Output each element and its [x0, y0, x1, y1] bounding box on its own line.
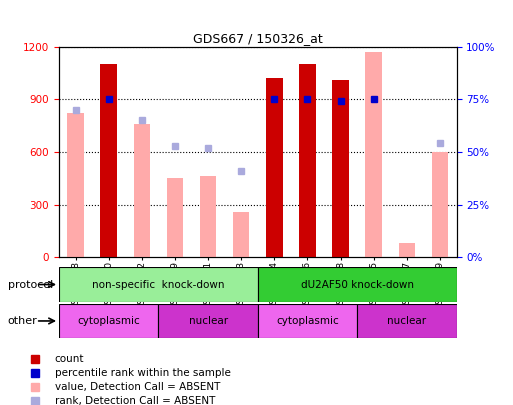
- Bar: [133, 124, 150, 257]
- Bar: [101, 64, 117, 257]
- Text: dU2AF50 knock-down: dU2AF50 knock-down: [301, 279, 413, 290]
- Text: count: count: [54, 354, 84, 364]
- Bar: [399, 243, 415, 257]
- Bar: [233, 211, 249, 257]
- Bar: [258, 304, 357, 338]
- Bar: [258, 267, 457, 302]
- Text: rank, Detection Call = ABSENT: rank, Detection Call = ABSENT: [54, 396, 215, 405]
- Text: nuclear: nuclear: [387, 316, 426, 326]
- Bar: [365, 52, 382, 257]
- Bar: [200, 177, 216, 257]
- Bar: [159, 304, 258, 338]
- Bar: [67, 113, 84, 257]
- Text: percentile rank within the sample: percentile rank within the sample: [54, 368, 230, 378]
- Text: cytoplasmic: cytoplasmic: [77, 316, 140, 326]
- Text: other: other: [8, 316, 37, 326]
- Bar: [167, 178, 183, 257]
- Text: non-specific  knock-down: non-specific knock-down: [92, 279, 225, 290]
- Text: protocol: protocol: [8, 280, 53, 290]
- Title: GDS667 / 150326_at: GDS667 / 150326_at: [193, 32, 323, 45]
- Text: nuclear: nuclear: [188, 316, 228, 326]
- Text: value, Detection Call = ABSENT: value, Detection Call = ABSENT: [54, 382, 220, 392]
- Bar: [59, 267, 258, 302]
- Bar: [59, 304, 159, 338]
- Text: cytoplasmic: cytoplasmic: [276, 316, 339, 326]
- Bar: [299, 64, 316, 257]
- Bar: [357, 304, 457, 338]
- Bar: [266, 78, 283, 257]
- Bar: [432, 152, 448, 257]
- Bar: [332, 80, 349, 257]
